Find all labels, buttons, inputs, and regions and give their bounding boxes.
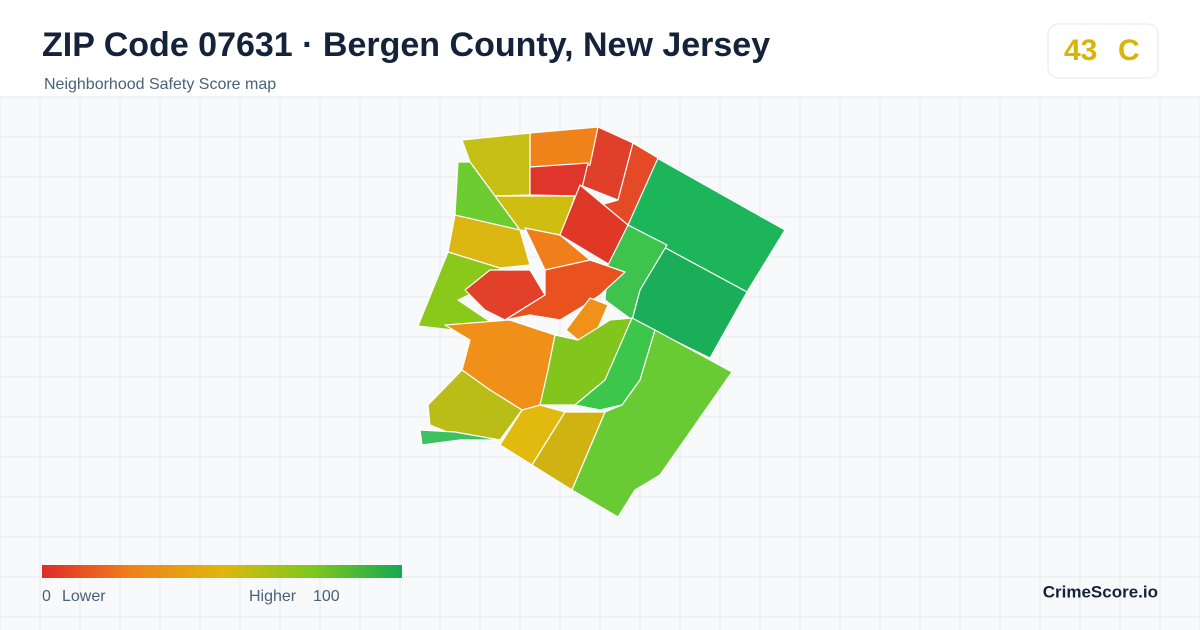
score-badge — [1047, 23, 1159, 79]
zone — [447, 214, 531, 269]
map-grid — [0, 98, 1200, 630]
zone — [529, 126, 599, 168]
legend-max: 100 — [313, 588, 340, 605]
zone — [419, 429, 501, 446]
zone — [504, 259, 626, 321]
header-background — [0, 0, 1200, 97]
page-title: ZIP Code 07631 · Bergen County, New Jers… — [42, 26, 770, 64]
zone — [571, 329, 733, 518]
page-subtitle: Neighborhood Safety Score map — [44, 76, 276, 93]
legend-scale — [42, 565, 402, 578]
legend-min: 0 — [42, 588, 51, 605]
legend-max-label: Higher — [249, 588, 297, 605]
legend-min-label: Lower — [62, 588, 106, 605]
score-grade: C — [1118, 34, 1140, 67]
brand: CrimeScore.io — [1043, 582, 1158, 601]
map-zones — [417, 126, 786, 518]
score-value: 43 — [1064, 34, 1097, 67]
